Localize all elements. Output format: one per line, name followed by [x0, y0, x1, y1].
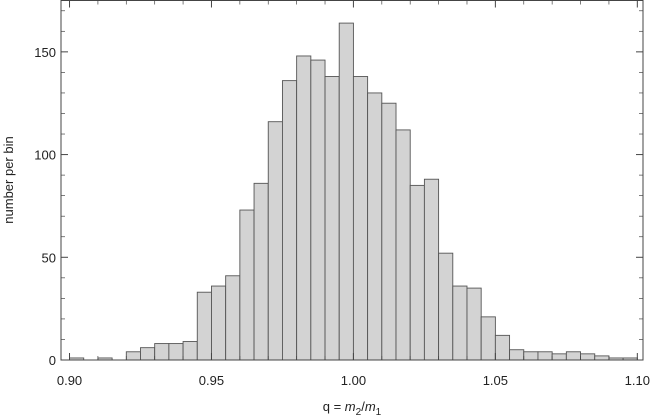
histogram-bar	[267, 121, 283, 361]
histogram-bar	[225, 275, 241, 361]
histogram-bar	[140, 347, 156, 361]
bars-group	[69, 22, 638, 361]
histogram-bar	[551, 353, 567, 361]
histogram-bar	[367, 92, 383, 361]
histogram-bar	[211, 285, 227, 361]
histogram-bar	[381, 102, 397, 361]
histogram-bar	[466, 287, 482, 361]
histogram-bar	[452, 285, 468, 361]
x-tick-label: 1.00	[341, 373, 366, 388]
histogram-bar	[239, 209, 255, 361]
y-tick-label: 150	[34, 45, 56, 60]
histogram-bar	[338, 22, 354, 361]
histogram-bar	[182, 341, 198, 361]
histogram-bar	[154, 343, 170, 361]
histogram-bar	[196, 291, 212, 361]
histogram-bar	[537, 351, 553, 361]
x-axis-title: q = m2/m1	[323, 399, 382, 418]
histogram-bar	[423, 178, 440, 361]
histogram-bar	[324, 76, 340, 361]
y-tick-label: 100	[34, 148, 56, 163]
histogram-bar	[296, 55, 312, 361]
x-tick-label: 0.95	[199, 373, 224, 388]
y-tick-labels: 0 50 100 150	[34, 45, 56, 368]
histogram-bar	[409, 184, 425, 361]
histogram-bar	[253, 182, 269, 361]
histogram-bar	[310, 59, 326, 361]
y-tick-label: 0	[49, 353, 56, 368]
histogram-bar	[523, 351, 539, 361]
plot-frame	[60, 0, 644, 361]
histogram-bar	[281, 80, 298, 361]
histogram-bar	[125, 351, 141, 361]
histogram-bar	[352, 76, 369, 361]
histogram-bar	[565, 351, 581, 361]
y-axis-title: number per bin	[1, 136, 16, 223]
histogram-bar	[509, 349, 525, 361]
x-tick-label: 1.05	[483, 373, 508, 388]
x-tick-labels: 0.90 0.95 1.00 1.05 1.10	[57, 373, 650, 388]
histogram-bar	[594, 355, 610, 361]
histogram-bar	[395, 129, 411, 361]
histogram-bar	[480, 316, 496, 361]
histogram-bar	[494, 334, 511, 361]
ticks-group	[61, 0, 643, 361]
histogram-bar	[168, 343, 184, 361]
x-tick-label: 1.10	[625, 373, 650, 388]
histogram-bar	[580, 353, 596, 361]
y-tick-label: 50	[42, 250, 56, 265]
histogram-bar	[438, 252, 454, 361]
x-tick-label: 0.90	[57, 373, 82, 388]
